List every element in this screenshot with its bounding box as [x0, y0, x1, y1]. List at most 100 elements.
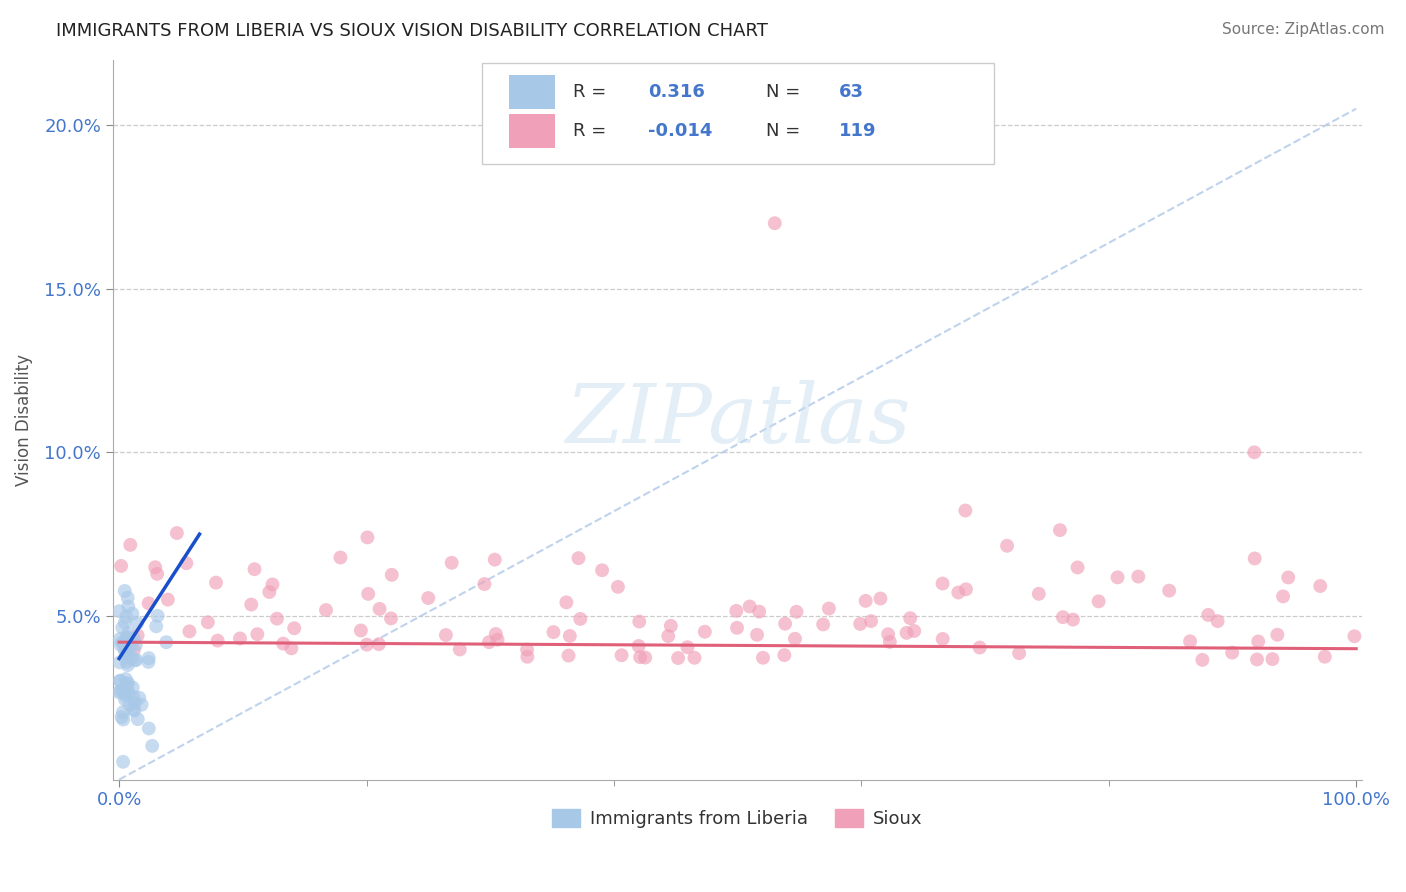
Point [138, 596, 160, 610]
Point [131, 698, 153, 712]
Point [138, 655, 160, 669]
Point [896, 625, 918, 640]
Point [745, 628, 768, 642]
Point [121, 681, 143, 695]
Point [138, 651, 160, 665]
Point [752, 650, 775, 665]
Point [146, 566, 169, 581]
Point [484, 552, 506, 566]
Point [121, 607, 143, 621]
Point [1066, 560, 1088, 574]
Point [849, 616, 872, 631]
Text: -0.014: -0.014 [648, 122, 711, 140]
Point [610, 648, 633, 663]
Point [1028, 587, 1050, 601]
Point [115, 677, 138, 691]
Point [1008, 646, 1031, 660]
Point [357, 587, 380, 601]
Point [114, 692, 136, 706]
Point [785, 605, 807, 619]
Point [111, 621, 134, 635]
Point [108, 684, 131, 698]
Point [676, 640, 699, 655]
Point [205, 575, 228, 590]
Point [440, 556, 463, 570]
Point [1128, 569, 1150, 583]
Point [486, 632, 509, 647]
Point [783, 632, 806, 646]
Point [197, 615, 219, 630]
Point [1243, 445, 1265, 459]
Point [516, 642, 538, 657]
Text: 0.316: 0.316 [648, 83, 704, 102]
Point [141, 739, 163, 753]
Point [280, 641, 302, 656]
Point [271, 637, 294, 651]
Point [315, 603, 337, 617]
Point [128, 690, 150, 705]
Point [117, 676, 139, 690]
Point [1191, 653, 1213, 667]
Point [262, 577, 284, 591]
Point [112, 638, 135, 652]
Point [659, 619, 682, 633]
Point [115, 640, 138, 654]
Point [855, 594, 877, 608]
Point [818, 601, 841, 615]
Point [1309, 579, 1331, 593]
Point [903, 624, 925, 638]
Point [110, 558, 132, 573]
Point [108, 604, 131, 618]
Point [1206, 614, 1229, 628]
Text: IMMIGRANTS FROM LIBERIA VS SIOUX VISION DISABILITY CORRELATION CHART: IMMIGRANTS FROM LIBERIA VS SIOUX VISION … [56, 22, 768, 40]
Point [607, 580, 630, 594]
Point [1087, 594, 1109, 608]
Point [1247, 634, 1270, 648]
Point [1159, 583, 1181, 598]
Point [176, 556, 198, 570]
Point [127, 628, 149, 642]
Point [368, 602, 391, 616]
Point [145, 619, 167, 633]
Point [115, 643, 138, 657]
Point [114, 584, 136, 599]
Point [367, 637, 389, 651]
Text: N =: N = [766, 83, 807, 102]
Point [115, 609, 138, 624]
Point [627, 639, 650, 653]
Point [434, 628, 457, 642]
Point [1052, 610, 1074, 624]
Point [243, 562, 266, 576]
Point [118, 632, 141, 646]
Point [879, 635, 901, 649]
FancyBboxPatch shape [509, 76, 555, 110]
Point [558, 629, 581, 643]
Point [115, 639, 138, 653]
Point [114, 644, 136, 658]
Point [449, 642, 471, 657]
Point [125, 653, 148, 667]
Point [127, 616, 149, 631]
Point [114, 686, 136, 700]
Point [143, 560, 166, 574]
Point [634, 650, 657, 665]
Point [1313, 649, 1336, 664]
Point [1277, 570, 1299, 584]
Point [569, 612, 592, 626]
Point [657, 629, 679, 643]
FancyBboxPatch shape [481, 63, 994, 164]
Point [118, 685, 141, 699]
Point [207, 633, 229, 648]
Point [557, 648, 579, 663]
Point [115, 632, 138, 647]
Point [763, 216, 786, 230]
Point [931, 576, 953, 591]
Point [1178, 634, 1201, 648]
Point [773, 616, 796, 631]
Point [898, 611, 921, 625]
Text: ZIPatlas: ZIPatlas [565, 380, 911, 459]
Point [229, 632, 252, 646]
Point [114, 672, 136, 686]
Point [110, 673, 132, 688]
Point [122, 702, 145, 716]
